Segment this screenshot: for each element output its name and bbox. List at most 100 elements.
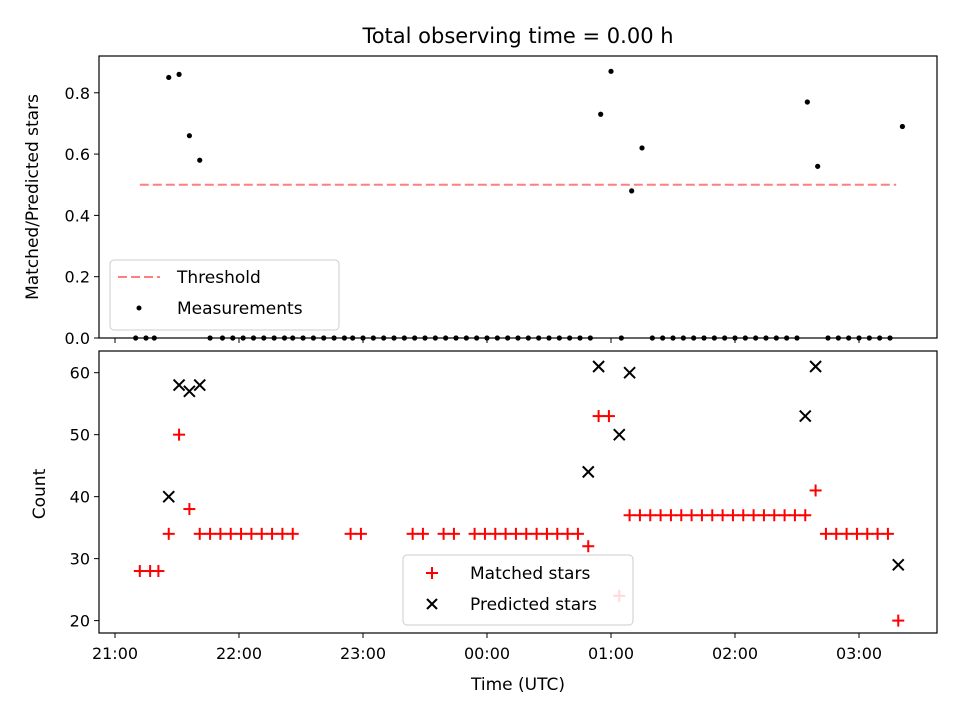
bottom-x-ticks: 21:00 22:00 23:00 00:00 01:00 02:00 03:00 — [92, 633, 882, 663]
bottom-legend-box — [402, 554, 634, 626]
matched-star-point — [726, 509, 739, 522]
matched-star-point — [571, 527, 584, 540]
matched-star-point — [623, 509, 636, 522]
matched-star-point — [173, 428, 186, 441]
predicted-legend-label: Predicted stars — [470, 595, 597, 615]
top-y-tick-label: 0.8 — [65, 84, 90, 103]
matched-star-point — [406, 527, 419, 540]
matched-star-point — [871, 527, 884, 540]
top-y-axis-label: Matched/Predicted stars — [23, 94, 43, 300]
predicted-star-point — [809, 360, 822, 373]
predicted-star-point — [183, 385, 196, 398]
matched-star-point — [592, 410, 605, 423]
matched-star-point — [540, 527, 553, 540]
matched-star-point — [706, 509, 719, 522]
matched-star-point — [447, 527, 460, 540]
matched-star-point — [437, 527, 450, 540]
matched-star-point — [892, 614, 905, 627]
matched-star-point — [224, 527, 237, 540]
top-legend: Threshold Measurements — [109, 259, 340, 331]
matched-star-point — [235, 527, 248, 540]
matched-star-point — [840, 527, 853, 540]
predicted-star-point — [592, 360, 605, 373]
matched-star-point — [561, 527, 574, 540]
measurements-legend-marker — [136, 305, 142, 311]
matched-star-point — [133, 565, 146, 578]
measurements-legend-label: Measurements — [177, 299, 303, 319]
matched-star-point — [286, 527, 299, 540]
x-axis-label: Time (UTC) — [470, 675, 565, 695]
predicted-star-point — [193, 378, 206, 392]
predicted-star-point — [613, 428, 626, 441]
bottom-y-tick-label: 20 — [70, 612, 90, 631]
matched-star-point — [255, 527, 268, 540]
matched-star-point — [675, 509, 688, 522]
measurement-point — [639, 145, 645, 151]
matched-star-point — [644, 509, 657, 522]
matched-star-point — [747, 509, 760, 522]
matched-star-point — [716, 509, 729, 522]
matched-star-point — [850, 527, 863, 540]
matched-star-point — [664, 509, 677, 522]
matched-legend-marker — [426, 567, 438, 579]
predicted-star-point — [162, 490, 175, 503]
matched-star-point — [778, 509, 791, 522]
x-tick-label: 22:00 — [216, 644, 262, 663]
top-x-ticks — [114, 338, 860, 343]
matched-star-point — [799, 509, 812, 522]
matched-star-point — [654, 509, 667, 522]
predicted-star-point — [799, 409, 812, 423]
bottom-panel: 20 30 40 50 60 21:00 22:00 23:00 00:00 01:00 02:0… — [30, 350, 938, 695]
predicted-stars-points — [162, 360, 905, 572]
matched-star-point — [416, 527, 429, 540]
matched-star-point — [530, 527, 543, 540]
measurement-point — [186, 133, 192, 139]
top-y-tick-label: 0.0 — [65, 329, 90, 348]
measurement-point — [166, 74, 172, 81]
matched-star-point — [183, 503, 196, 516]
matched-stars-points — [133, 410, 905, 627]
x-tick-label: 23:00 — [340, 644, 386, 663]
matched-star-point — [582, 540, 595, 553]
measurement-point — [608, 68, 614, 74]
matched-star-point — [344, 527, 357, 540]
top-axes-frame — [98, 55, 938, 339]
matched-star-point — [266, 527, 279, 540]
measurement-point — [176, 71, 182, 77]
matched-star-point — [499, 527, 512, 540]
matched-star-point — [788, 509, 801, 522]
bottom-y-tick-label: 50 — [70, 426, 90, 445]
measurement-point — [197, 157, 203, 163]
bottom-y-tick-label: 60 — [70, 364, 90, 383]
matched-star-point — [204, 527, 217, 540]
bottom-y-tick-label: 30 — [70, 550, 90, 569]
matched-star-point — [468, 527, 481, 540]
top-y-tick-label: 0.2 — [65, 268, 90, 287]
matched-star-point — [162, 527, 175, 540]
matched-star-point — [757, 509, 770, 522]
predicted-star-point — [172, 378, 186, 392]
matched-star-point — [478, 527, 491, 540]
matched-star-point — [768, 509, 781, 522]
predicted-star-point — [582, 465, 595, 479]
bottom-y-axis-label: Count — [30, 468, 50, 519]
x-tick-label: 03:00 — [836, 644, 882, 663]
matched-star-point — [193, 527, 206, 540]
matched-star-point — [861, 527, 874, 540]
matched-star-point — [152, 565, 165, 578]
bottom-y-tick-label: 40 — [70, 488, 90, 507]
predicted-star-point — [892, 558, 905, 572]
matched-star-point — [737, 509, 750, 522]
matched-star-point — [520, 527, 533, 540]
x-tick-label: 01:00 — [588, 644, 634, 663]
chart-title: Total observing time = 0.00 h — [361, 24, 673, 48]
measurement-point — [815, 163, 821, 169]
top-y-tick-label: 0.6 — [65, 145, 90, 164]
measurement-point — [804, 99, 810, 105]
x-tick-label: 00:00 — [464, 644, 510, 663]
matched-star-point — [633, 509, 646, 522]
matched-star-point — [819, 527, 832, 540]
top-legend-box — [109, 259, 340, 331]
measurement-point — [629, 188, 635, 194]
matched-star-point — [602, 410, 615, 423]
